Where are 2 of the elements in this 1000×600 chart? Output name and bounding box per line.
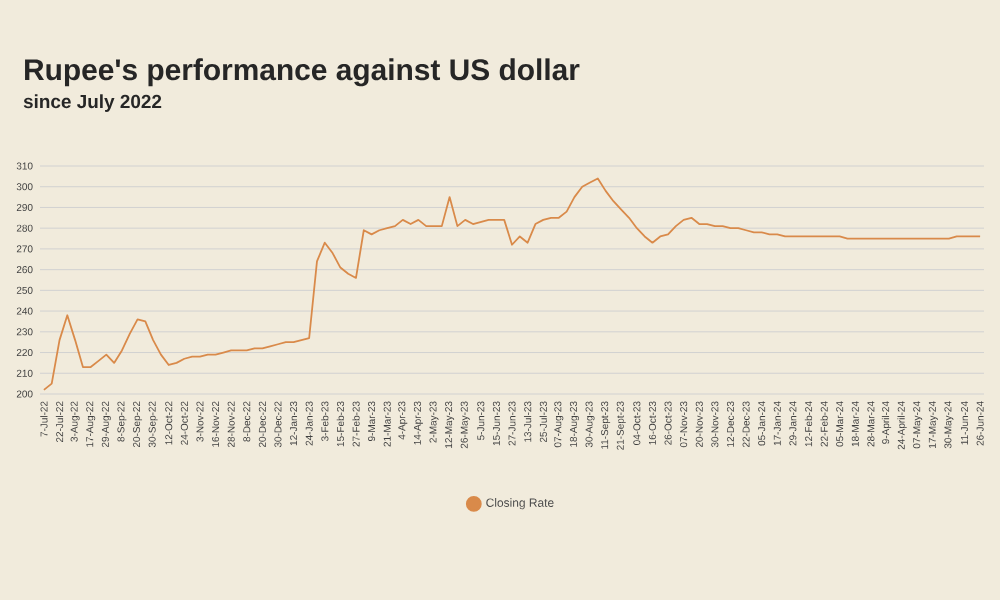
chart-title: Rupee's performance against US dollar: [25, 58, 580, 87]
chart-subtitle: since July 2022: [23, 94, 162, 112]
